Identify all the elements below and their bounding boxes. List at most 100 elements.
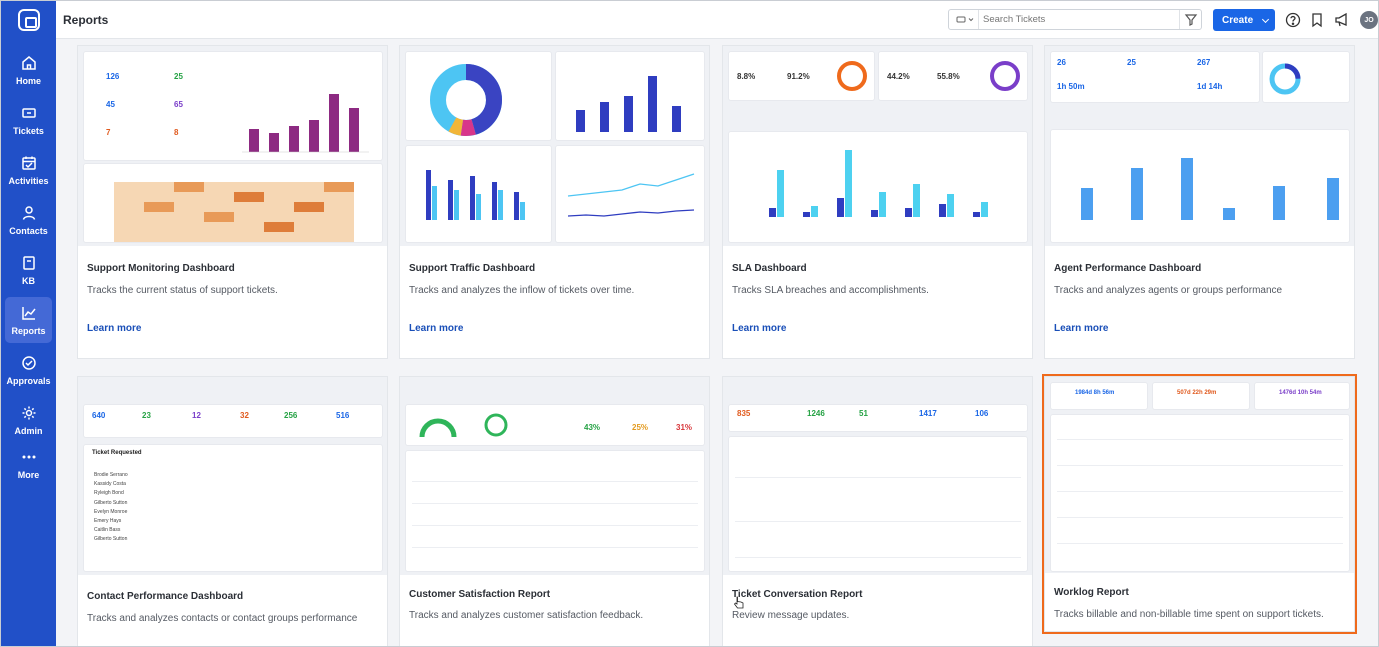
preview-kpi: 23 bbox=[142, 411, 151, 420]
preview-sla-bars bbox=[729, 132, 1027, 242]
learn-more-link[interactable]: Learn more bbox=[732, 323, 787, 334]
card-preview: 1984d 8h 56m 507d 22h 29m 1476d 10h 54m bbox=[1045, 377, 1354, 573]
nav-label: Contacts bbox=[9, 225, 48, 236]
preview-gauge bbox=[419, 418, 457, 438]
dots-icon bbox=[22, 455, 35, 458]
report-card-contact-performance[interactable]: 640 23 12 32 256 516 Ticket Requested Br… bbox=[77, 376, 388, 646]
card-title: Worklog Report bbox=[1054, 587, 1129, 598]
card-title: Contact Performance Dashboard bbox=[87, 591, 244, 602]
search-type-select[interactable] bbox=[953, 10, 979, 29]
preview-agent-ring bbox=[1263, 52, 1349, 102]
preview-name: Gilberto Sutton bbox=[94, 536, 128, 543]
nav-label: Tickets bbox=[13, 125, 44, 136]
card-description: Tracks billable and non-billable time sp… bbox=[1054, 609, 1324, 620]
nav-tickets[interactable]: Tickets bbox=[5, 97, 52, 143]
help-icon[interactable] bbox=[1285, 12, 1301, 28]
sidebar: Home Tickets Activities Contacts KB Repo… bbox=[1, 1, 56, 646]
learn-more-link[interactable]: Learn more bbox=[87, 323, 142, 334]
top-header: Reports Create JO bbox=[56, 1, 1378, 39]
preview-csat-kpis: 43% 25% 31% bbox=[406, 405, 704, 445]
preview-kpi: 267 bbox=[1197, 58, 1211, 67]
bookmark-icon[interactable] bbox=[1309, 12, 1325, 28]
preview-kpi: 12 bbox=[192, 411, 201, 420]
nav-label: More bbox=[17, 469, 40, 480]
nav-contacts[interactable]: Contacts bbox=[5, 197, 52, 243]
preview-worklog-list bbox=[1051, 415, 1349, 571]
ring-chart bbox=[1269, 63, 1301, 95]
ticket-icon bbox=[21, 107, 36, 118]
preview-kpi: 1984d 8h 56m bbox=[1075, 390, 1115, 396]
create-button[interactable]: Create bbox=[1213, 9, 1275, 31]
learn-more-link[interactable]: Learn more bbox=[1054, 323, 1109, 334]
filter-button[interactable] bbox=[1179, 10, 1201, 29]
report-card-agent-performance[interactable]: 26 25 267 1h 50m 1d 14h Agent Performanc… bbox=[1044, 45, 1355, 359]
preview-worklog-kpi: 1984d 8h 56m bbox=[1051, 383, 1147, 409]
preview-kpi: 8 bbox=[174, 128, 179, 137]
heatmap-cells bbox=[114, 182, 354, 242]
report-card-sla[interactable]: 8.8% 91.2% 44.2% 55.8% SLA Dashboard Tra… bbox=[722, 45, 1033, 359]
preview-agent-kpis: 26 25 267 1h 50m 1d 14h bbox=[1051, 52, 1259, 102]
calendar-icon bbox=[21, 156, 36, 170]
person-icon bbox=[22, 205, 35, 220]
preview-donut bbox=[406, 52, 551, 140]
preview-kpi: 43% bbox=[584, 423, 601, 432]
preview-conversation-kpis: 835 1246 51 1417 106 bbox=[729, 405, 1027, 431]
preview-kpi: 126 bbox=[106, 72, 120, 81]
preview-kpi: 7 bbox=[106, 128, 111, 137]
grouped-bar-chart bbox=[426, 170, 525, 220]
preview-row-divider bbox=[1057, 543, 1343, 544]
avatar[interactable]: JO bbox=[1360, 11, 1378, 29]
card-title: Customer Satisfaction Report bbox=[409, 589, 551, 600]
preview-name: Caitlin Bass bbox=[94, 527, 121, 534]
report-card-customer-satisfaction[interactable]: 43% 25% 31% Customer Satisfaction Report… bbox=[399, 376, 710, 646]
preview-row-divider bbox=[735, 477, 1021, 478]
preview-agent-bars bbox=[1051, 130, 1349, 242]
card-title: Support Monitoring Dashboard bbox=[87, 263, 235, 274]
report-card-ticket-conversation[interactable]: 835 1246 51 1417 106 Ticket Conversation… bbox=[722, 376, 1033, 646]
card-preview: 640 23 12 32 256 516 Ticket Requested Br… bbox=[78, 377, 387, 575]
preview-kpi: 25% bbox=[632, 423, 649, 432]
card-title: Support Traffic Dashboard bbox=[409, 263, 536, 274]
preview-kpi: 25 bbox=[174, 72, 183, 81]
preview-grouped-bars bbox=[406, 146, 551, 242]
card-title: Ticket Conversation Report bbox=[732, 589, 863, 600]
nav-home[interactable]: Home bbox=[5, 47, 52, 93]
preview-row-divider bbox=[1057, 465, 1343, 466]
report-card-support-monitoring[interactable]: 126 25 45 65 7 8 bbox=[77, 45, 388, 359]
preview-table-title: Ticket Requested bbox=[92, 450, 142, 456]
megaphone-icon[interactable] bbox=[1334, 12, 1350, 28]
preview-row-divider bbox=[412, 481, 698, 482]
nav-more[interactable]: More bbox=[5, 441, 52, 487]
card-preview: 43% 25% 31% bbox=[400, 377, 709, 575]
learn-more-link[interactable]: Learn more bbox=[409, 323, 464, 334]
preview-kpi: 91.2% bbox=[787, 72, 810, 81]
nav-reports[interactable]: Reports bbox=[5, 297, 52, 343]
nav-label: Activities bbox=[8, 175, 49, 186]
preview-csat-table bbox=[406, 451, 704, 571]
mouse-pointer-icon bbox=[733, 596, 744, 609]
card-preview bbox=[400, 46, 709, 246]
app-logo[interactable] bbox=[18, 9, 40, 31]
nav-label: KB bbox=[22, 275, 35, 286]
preview-kpi-panel: 126 25 45 65 7 8 bbox=[84, 52, 382, 160]
preview-kpi: 1417 bbox=[919, 409, 937, 418]
search-input[interactable] bbox=[983, 11, 1168, 28]
preview-row-divider bbox=[412, 525, 698, 526]
sla-bar-chart bbox=[769, 150, 988, 217]
ticket-type-icon bbox=[956, 16, 974, 23]
card-description: Tracks SLA breaches and accomplishments. bbox=[732, 285, 929, 296]
preview-kpi: 65 bbox=[174, 100, 183, 109]
nav-admin[interactable]: Admin bbox=[5, 397, 52, 443]
preview-kpi: 256 bbox=[284, 411, 298, 420]
preview-row-divider bbox=[1057, 439, 1343, 440]
report-card-worklog[interactable]: 1984d 8h 56m 507d 22h 29m 1476d 10h 54m … bbox=[1042, 374, 1357, 634]
nav-kb[interactable]: KB bbox=[5, 247, 52, 293]
preview-kpi: 31% bbox=[676, 423, 693, 432]
preview-sla-response: 44.2% 55.8% bbox=[879, 52, 1027, 100]
nav-activities[interactable]: Activities bbox=[5, 147, 52, 193]
preview-kpi: 55.8% bbox=[937, 72, 960, 81]
card-preview: 835 1246 51 1417 106 bbox=[723, 377, 1032, 575]
preview-worklog-kpi: 507d 22h 29m bbox=[1153, 383, 1249, 409]
nav-approvals[interactable]: Approvals bbox=[5, 347, 52, 393]
report-card-support-traffic[interactable]: Support Traffic Dashboard Tracks and ana… bbox=[399, 45, 710, 359]
